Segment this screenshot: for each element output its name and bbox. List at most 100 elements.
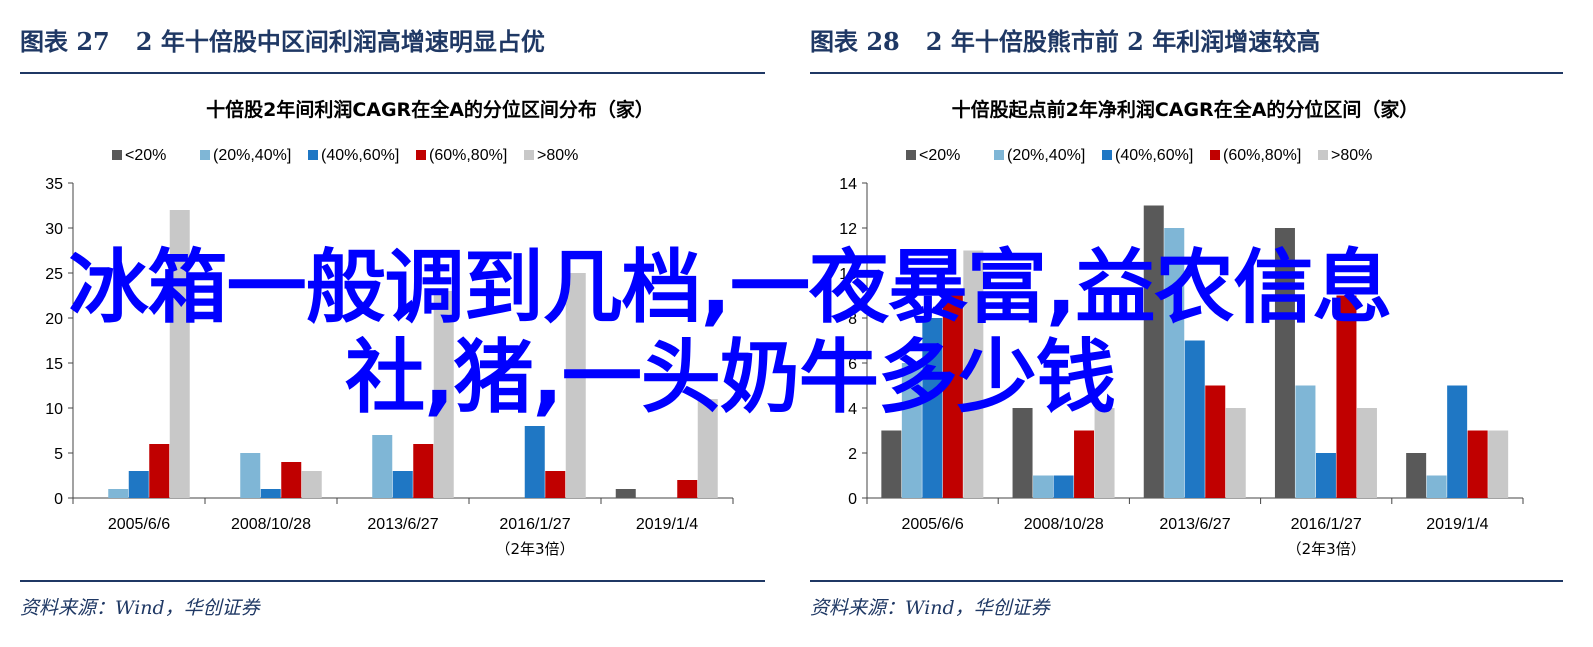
bar bbox=[1225, 408, 1246, 498]
bar bbox=[1356, 408, 1377, 498]
figure-number: 图表 27 bbox=[20, 27, 110, 56]
y-tick-label: 4 bbox=[848, 401, 857, 418]
bar bbox=[901, 363, 922, 498]
bar bbox=[881, 430, 902, 498]
legend-item: <20% bbox=[906, 147, 960, 164]
figure-heading: 2 年十倍股熊市前 2 年利润增速较高 bbox=[925, 27, 1321, 56]
legend-item: >80% bbox=[1318, 147, 1372, 164]
watermark-overlay: 冰箱一般调到几档,一夜暴富,益农信息 社,猪,一头奶牛多少钱 bbox=[0, 243, 1460, 422]
legend-label: (60%,80%] bbox=[1223, 147, 1301, 164]
y-tick-label: 14 bbox=[839, 176, 857, 193]
bar bbox=[1467, 430, 1488, 498]
bar bbox=[545, 471, 566, 498]
bar bbox=[677, 480, 698, 498]
bar bbox=[1406, 453, 1427, 498]
bar-chart-27: 十倍股2年间利润CAGR在全A的分位区间分布（家） <20% (20%,40%] (4… bbox=[45, 98, 734, 558]
bar bbox=[615, 489, 636, 498]
bar bbox=[1315, 453, 1336, 498]
legend-swatch bbox=[1318, 150, 1328, 160]
bar bbox=[1094, 408, 1115, 498]
y-tick-label: 20 bbox=[45, 311, 63, 328]
x-tick-label: 2013/6/27 bbox=[1159, 516, 1230, 533]
figure-27-panel: 图表 27 2 年十倍股中区间利润高增速明显占优 十倍股2年间利润CAGR在全A的… bbox=[0, 0, 785, 647]
top-rule bbox=[20, 72, 765, 74]
bar bbox=[1184, 340, 1205, 498]
legend-swatch bbox=[1102, 150, 1112, 160]
bar bbox=[413, 444, 434, 498]
watermark-line-1: 冰箱一般调到几档,一夜暴富,益农信息 bbox=[68, 241, 1393, 334]
y-tick-label: 10 bbox=[45, 401, 63, 418]
bar bbox=[1033, 475, 1054, 498]
chart-title: 十倍股起点前2年净利润CAGR在全A的分位区间（家） bbox=[952, 98, 1419, 121]
legend-item: (60%,80%] bbox=[416, 147, 507, 164]
bar bbox=[524, 426, 545, 498]
y-tick-label: 0 bbox=[848, 491, 857, 508]
legend-label: (40%,60%] bbox=[321, 147, 399, 164]
x-tick-sublabel: （2年3倍） bbox=[1287, 540, 1366, 558]
legend-item: <20% bbox=[112, 147, 166, 164]
bar bbox=[1274, 228, 1295, 498]
x-tick-label: 2019/1/4 bbox=[636, 516, 698, 533]
y-tick-label: 2 bbox=[848, 446, 857, 463]
legend-label: >80% bbox=[1331, 147, 1372, 164]
legend-item: (20%,40%] bbox=[200, 147, 291, 164]
bar bbox=[942, 295, 963, 498]
bar bbox=[281, 462, 302, 498]
bar bbox=[149, 444, 170, 498]
y-tick-label: 0 bbox=[54, 491, 63, 508]
y-tick-label: 10 bbox=[839, 266, 857, 283]
y-tick-label: 8 bbox=[848, 311, 857, 328]
legend-swatch bbox=[308, 150, 318, 160]
x-tick-label: 2005/6/6 bbox=[901, 516, 963, 533]
bar bbox=[108, 489, 129, 498]
legend-label: (60%,80%] bbox=[429, 147, 507, 164]
y-tick-label: 15 bbox=[45, 356, 63, 373]
top-rule bbox=[810, 72, 1563, 74]
legend-item: (40%,60%] bbox=[308, 147, 399, 164]
figure-number: 图表 28 bbox=[810, 27, 900, 56]
y-tick-label: 6 bbox=[848, 356, 857, 373]
bar bbox=[1143, 205, 1164, 498]
bar bbox=[1295, 385, 1316, 498]
source-note: 资料来源：Wind，华创证券 bbox=[20, 597, 260, 619]
x-tick-label: 2008/10/28 bbox=[1024, 516, 1104, 533]
legend-swatch bbox=[112, 150, 122, 160]
bar bbox=[1488, 430, 1509, 498]
y-tick-label: 30 bbox=[45, 221, 63, 238]
x-tick-label: 2016/1/27 bbox=[499, 516, 570, 533]
bar bbox=[1336, 295, 1357, 498]
y-tick-label: 35 bbox=[45, 176, 63, 193]
bar bbox=[240, 453, 261, 498]
x-tick-label: 2013/6/27 bbox=[367, 516, 438, 533]
legend-label: (20%,40%] bbox=[1007, 147, 1085, 164]
legend-swatch bbox=[906, 150, 916, 160]
legend-label: <20% bbox=[919, 147, 960, 164]
bar bbox=[1426, 475, 1447, 498]
bar bbox=[169, 210, 190, 498]
bar bbox=[260, 489, 281, 498]
y-tick-label: 12 bbox=[839, 221, 857, 238]
bar bbox=[565, 273, 586, 498]
bar bbox=[301, 471, 322, 498]
legend-item: (20%,40%] bbox=[994, 147, 1085, 164]
legend-item: (60%,80%] bbox=[1210, 147, 1301, 164]
bar bbox=[963, 250, 984, 498]
bar bbox=[1164, 228, 1185, 498]
bar bbox=[1053, 475, 1074, 498]
figure-title: 图表 28 2 年十倍股熊市前 2 年利润增速较高 bbox=[810, 22, 1320, 57]
bar bbox=[1205, 385, 1226, 498]
y-tick-label: 25 bbox=[45, 266, 63, 283]
bar bbox=[128, 471, 149, 498]
chart-title: 十倍股2年间利润CAGR在全A的分位区间分布（家） bbox=[206, 98, 654, 121]
legend-swatch bbox=[994, 150, 1004, 160]
x-tick-sublabel: （2年3倍） bbox=[495, 540, 574, 558]
bar bbox=[1447, 385, 1468, 498]
legend-label: <20% bbox=[125, 147, 166, 164]
x-tick-label: 2019/1/4 bbox=[1426, 516, 1488, 533]
figure-title: 图表 27 2 年十倍股中区间利润高增速明显占优 bbox=[20, 22, 545, 57]
legend-item: (40%,60%] bbox=[1102, 147, 1193, 164]
legend-item: >80% bbox=[524, 147, 578, 164]
legend-swatch bbox=[416, 150, 426, 160]
bar bbox=[922, 318, 943, 498]
legend-swatch bbox=[200, 150, 210, 160]
